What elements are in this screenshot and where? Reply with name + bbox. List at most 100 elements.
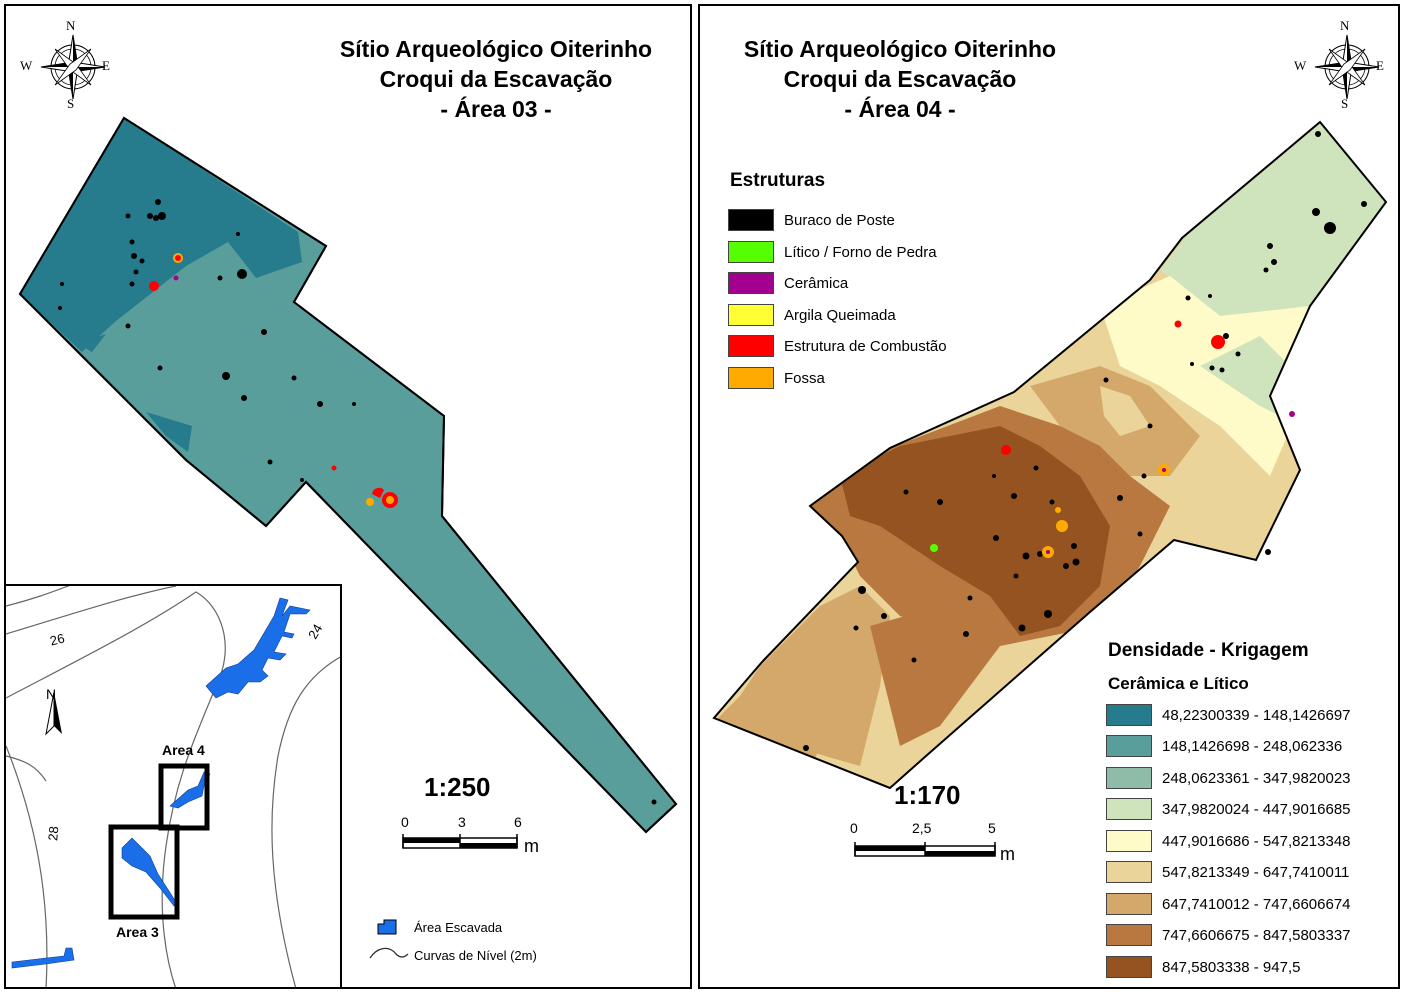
title-line-1: Sítio Arqueológico Oiterinho	[743, 36, 1057, 62]
area-3-label: Area 3	[116, 924, 159, 940]
swatch-density-9	[1106, 956, 1152, 978]
label-density-9: 847,5803338 - 947,5	[1162, 958, 1301, 976]
area-04-excavation-map	[712, 120, 1388, 790]
density-row-5: 447,9016686 - 547,8213348	[1106, 829, 1351, 853]
label-pit: Fossa	[784, 369, 825, 387]
area-03-excavation-map	[18, 116, 678, 834]
area-3-box	[108, 824, 180, 920]
swatch-post-hole	[728, 209, 774, 231]
label-density-5: 447,9016686 - 547,8213348	[1162, 832, 1351, 850]
scale-ratio: 1:170	[894, 780, 961, 810]
swatch-density-5	[1106, 830, 1152, 852]
structure-row-lithic: Lítico / Forno de Pedra	[728, 240, 937, 264]
compass-w: W	[20, 58, 33, 73]
swatch-density-7	[1106, 893, 1152, 915]
title-line-1: Sítio Arqueológico Oiterinho	[339, 36, 653, 62]
scale-unit: m	[524, 836, 539, 856]
label-density-4: 347,9820024 - 447,9016685	[1162, 800, 1351, 818]
area-4-label: Area 4	[162, 742, 205, 758]
density-row-6: 547,8213349 - 647,7410011	[1106, 860, 1349, 884]
label-ceramic: Cerâmica	[784, 274, 849, 292]
scale-tick-1: 2,5	[912, 820, 932, 836]
density-row-7: 647,7410012 - 747,6606674	[1106, 892, 1351, 916]
excavated-areas	[11, 597, 311, 969]
density-row-4: 347,9820024 - 447,9016685	[1106, 797, 1351, 821]
label-burnt-clay: Argila Queimada	[784, 306, 896, 324]
feature-cluster-north	[149, 253, 183, 291]
area-04-footprint	[712, 120, 1388, 790]
label-post-hole: Buraco de Poste	[784, 211, 895, 229]
compass-n: N	[1340, 18, 1350, 33]
features-04	[930, 320, 1295, 558]
swatch-density-6	[1106, 861, 1152, 883]
label-density-7: 647,7410012 - 747,6606674	[1162, 895, 1351, 913]
structures-legend-title: Estruturas	[730, 170, 826, 191]
structure-row-pit: Fossa	[728, 366, 825, 390]
feature-cluster-south	[331, 465, 398, 508]
swatch-density-1	[1106, 704, 1152, 726]
label-density-2: 148,1426698 - 248,062336	[1162, 737, 1343, 755]
swatch-density-2	[1106, 735, 1152, 757]
compass-e: E	[1376, 58, 1384, 73]
scale-ratio: 1:250	[424, 772, 491, 802]
contour-legend-swatch	[369, 947, 409, 959]
density-class-patch-dark-2	[78, 334, 106, 352]
label-density-1: 48,22300339 - 148,1426697	[1162, 706, 1351, 724]
scale-unit: m	[1000, 844, 1015, 864]
scale-tick-2: 6	[514, 814, 522, 830]
legend-contours: Curvas de Nível (2m)	[414, 948, 537, 963]
density-row-1: 48,22300339 - 148,1426697	[1106, 703, 1351, 727]
compass-w: W	[1294, 58, 1307, 73]
map-panel-area-03: N S W E Sítio Arqueológico Oiterinho Cro…	[4, 4, 692, 989]
scale-tick-2: 5	[988, 820, 996, 836]
inset-north-label: N	[46, 686, 57, 702]
density-row-8: 747,6606675 - 847,5803337	[1106, 923, 1351, 947]
inset-locator-map: N 26 24 28 Area 4 Area 3	[6, 584, 342, 987]
density-row-2: 148,1426698 - 248,062336	[1106, 734, 1342, 758]
scale-bar	[854, 842, 996, 857]
scale-bar	[402, 834, 518, 849]
swatch-ceramic	[728, 272, 774, 294]
structure-row-post-hole: Buraco de Poste	[728, 208, 895, 232]
scale-tick-0: 0	[401, 814, 409, 830]
swatch-combustion	[728, 335, 774, 357]
title-line-3: - Área 04 -	[844, 96, 956, 122]
structure-row-combustion: Estrutura de Combustão	[728, 334, 947, 358]
compass-s: S	[1341, 96, 1349, 111]
swatch-pit	[728, 367, 774, 389]
label-lithic: Lítico / Forno de Pedra	[784, 243, 937, 261]
post-holes	[58, 199, 657, 805]
swatch-lithic	[728, 241, 774, 263]
excavated-area-legend-swatch	[377, 919, 397, 935]
title-line-2: Croqui da Escavação	[783, 66, 1017, 92]
post-holes-04	[803, 131, 1367, 751]
compass-rose-icon	[1314, 34, 1380, 100]
compass-n: N	[66, 18, 76, 33]
legend-excavated-area: Área Escavada	[414, 920, 503, 935]
label-density-3: 248,0623361 - 347,9820023	[1162, 769, 1351, 787]
inset-north-arrow	[45, 691, 62, 736]
area-4-box	[158, 763, 210, 831]
compass-rose-icon	[40, 34, 106, 100]
density-legend-title: Densidade - Krigagem	[1108, 640, 1309, 661]
scale-tick-0: 0	[850, 820, 858, 836]
title-line-3: - Área 03 -	[440, 96, 552, 122]
swatch-density-3	[1106, 767, 1152, 789]
swatch-density-8	[1106, 924, 1152, 946]
map-title-area-03: Sítio Arqueológico Oiterinho Croqui da E…	[306, 34, 686, 124]
density-legend-subtitle: Cerâmica e Lítico	[1108, 674, 1249, 693]
contour-label-28: 28	[45, 825, 62, 842]
density-row-3: 248,0623361 - 347,9820023	[1106, 766, 1351, 790]
structure-row-ceramic: Cerâmica	[728, 271, 848, 295]
scale-tick-1: 3	[458, 814, 466, 830]
label-combustion: Estrutura de Combustão	[784, 337, 947, 355]
swatch-density-4	[1106, 798, 1152, 820]
structure-row-burnt-clay: Argila Queimada	[728, 303, 896, 327]
compass-e: E	[102, 58, 110, 73]
compass-s: S	[67, 96, 75, 111]
map-panel-area-04: N S W E Sítio Arqueológico Oiterinho Cro…	[698, 4, 1400, 989]
swatch-burnt-clay	[728, 304, 774, 326]
inset-map-drawing	[6, 586, 340, 987]
label-density-6: 547,8213349 - 647,7410011	[1162, 863, 1350, 881]
density-row-9: 847,5803338 - 947,5	[1106, 955, 1300, 979]
